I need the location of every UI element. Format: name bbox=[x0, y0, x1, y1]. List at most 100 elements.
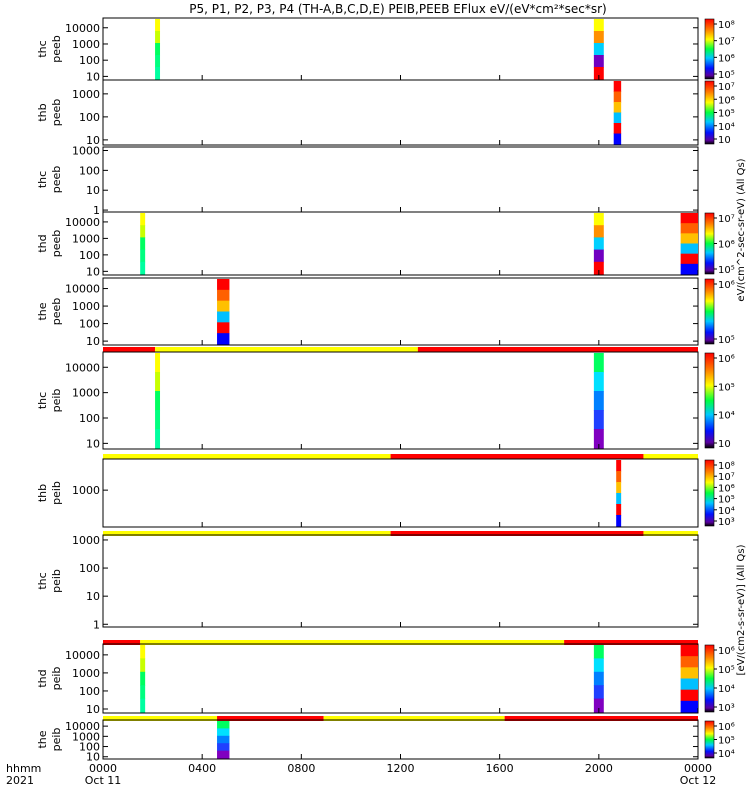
ytick-label: 1000 bbox=[72, 38, 100, 51]
colorbar-tick-label: 10⁶ bbox=[718, 354, 735, 365]
spectrogram-segment bbox=[681, 679, 698, 691]
panel-frame bbox=[103, 644, 698, 713]
spectrogram-segment bbox=[140, 685, 145, 699]
panel-product-label: peeb bbox=[50, 166, 63, 194]
spectrogram-segment bbox=[217, 736, 229, 744]
status-bar-segment bbox=[155, 347, 418, 352]
spectrogram-segment bbox=[140, 672, 145, 686]
ytick-label: 10 bbox=[86, 590, 100, 603]
spectrogram-segment bbox=[681, 667, 698, 679]
ytick-label: 10000 bbox=[65, 649, 100, 662]
panel-thd-peeb: 10 100 1000 10000 thd peeb 10⁵ 10⁶ 10⁷ bbox=[36, 212, 735, 278]
spectrogram-segment bbox=[155, 429, 160, 449]
colorbar bbox=[705, 279, 714, 344]
spectrogram-segment bbox=[594, 19, 604, 32]
colorbar-tick-label: 10⁴ bbox=[718, 411, 735, 422]
spectrogram-segment bbox=[594, 645, 604, 659]
colorbar-tick-label: 10⁷ bbox=[718, 82, 735, 93]
xtick-label: 1600 bbox=[486, 762, 514, 775]
panel-product-label: peib bbox=[50, 569, 63, 593]
panel-frame bbox=[103, 147, 698, 212]
ytick-label: 100 bbox=[79, 111, 100, 124]
colorbar-tick-label: 10³ bbox=[718, 517, 735, 528]
xtick-date-label: Oct 12 bbox=[680, 774, 717, 787]
spectrogram-segment bbox=[155, 67, 160, 80]
spectrogram-segment bbox=[155, 410, 160, 430]
xtick-label: 2000 bbox=[585, 762, 613, 775]
colorbar-tick-label: 10⁶ bbox=[718, 483, 735, 494]
spectrogram-segment bbox=[594, 250, 604, 263]
colorbar bbox=[705, 460, 714, 526]
panel-probe-label: thc bbox=[36, 171, 49, 188]
panel-frame bbox=[103, 278, 698, 345]
spectrogram-segment bbox=[217, 751, 229, 759]
panel-frame bbox=[103, 459, 698, 527]
panel-product-label: peib bbox=[50, 481, 63, 505]
spectrogram-segment bbox=[155, 55, 160, 68]
panel-stack: 10100100010000thc peeb10⁵10⁶10⁷10⁸1010010… bbox=[36, 18, 735, 764]
spectrogram-segment bbox=[217, 322, 229, 333]
spectrogram-segment bbox=[594, 43, 604, 56]
colorbar-tick-label: 10⁴ bbox=[718, 684, 735, 695]
spectrogram-segment bbox=[616, 504, 621, 516]
colorbar-tick-label: 10⁶ bbox=[718, 95, 735, 106]
spectrogram-segment bbox=[140, 262, 145, 275]
status-bar-segment bbox=[103, 347, 155, 352]
panel-probe-label: thb bbox=[36, 484, 49, 502]
spectrogram-segment bbox=[217, 290, 229, 301]
ytick-label: 100 bbox=[79, 685, 100, 698]
spectrogram-segment bbox=[594, 225, 604, 238]
panel-frame bbox=[103, 720, 698, 759]
ytick-label: 1000 bbox=[72, 232, 100, 245]
ytick-label: 10 bbox=[86, 265, 100, 278]
spectrogram-segment bbox=[594, 672, 604, 686]
ytick-label: 100 bbox=[79, 412, 100, 425]
colorbar-tick-label: 10⁴ bbox=[718, 122, 735, 133]
colorbar bbox=[705, 645, 714, 712]
spectrogram-segment bbox=[616, 493, 621, 505]
spectrogram-segment bbox=[217, 743, 229, 751]
colorbar-tick-label: 10⁷ bbox=[718, 37, 735, 48]
panel-thb-peeb: 10 100 1000 thb peeb 10⁳ 10⁴ 10⁵ 10⁶ 10⁷ bbox=[36, 80, 735, 147]
panel-frame bbox=[103, 18, 698, 80]
colorbar-tick-label: 10⁸ bbox=[718, 20, 735, 31]
spectrogram-segment bbox=[594, 391, 604, 411]
panel-thc-peib-2: 1 10 100 1000 thc peib bbox=[36, 534, 698, 645]
spectrogram-segment bbox=[681, 701, 698, 713]
colorbar-tick-label: 10⁶ bbox=[718, 722, 735, 733]
spectrogram-segment bbox=[155, 372, 160, 392]
colorbar-tick-label: 10⁸ bbox=[718, 461, 735, 472]
panel-product-label: peeb bbox=[50, 298, 63, 326]
colorbar-tick-label: 10⁴ bbox=[718, 749, 735, 760]
spectrogram-segment bbox=[614, 123, 621, 134]
panel-thc-peeb: 1 10 100 1000 thc peeb bbox=[36, 144, 698, 217]
figure-title: P5, P1, P2, P3, P4 (TH-A,B,C,D,E) PEIB,P… bbox=[189, 2, 606, 16]
spectrogram-segment bbox=[217, 728, 229, 736]
panel-probe-label: the bbox=[36, 730, 49, 748]
spectrogram-segment bbox=[681, 690, 698, 702]
colorbar-unit-peib: [eV/(cm2-s-sr-eV)] (All Qs) bbox=[736, 544, 747, 675]
spectrogram-segment bbox=[614, 92, 621, 103]
spectrogram-segment bbox=[681, 233, 698, 244]
spectrogram-segment bbox=[594, 372, 604, 392]
ytick-label: 10 bbox=[86, 437, 100, 450]
xtick-date-label: Oct 11 bbox=[85, 774, 122, 787]
colorbar-unit-peeb: eV/(cm^2-sec-sr-eV) (All Qs) bbox=[736, 158, 747, 301]
status-bar-segment bbox=[103, 454, 391, 459]
panel-frame bbox=[103, 212, 698, 275]
ytick-label: 10000 bbox=[65, 720, 100, 733]
spectrogram-segment bbox=[140, 699, 145, 713]
panel-probe-label: thc bbox=[36, 40, 49, 57]
status-bar-segment bbox=[643, 454, 698, 459]
spectrogram-segment bbox=[140, 645, 145, 659]
spectrogram-segment bbox=[616, 471, 621, 483]
xtick-label: 1200 bbox=[387, 762, 415, 775]
panel-probe-label: thd bbox=[36, 234, 49, 252]
ytick-label: 10000 bbox=[65, 22, 100, 35]
spectrogram-segment bbox=[594, 55, 604, 68]
colorbar-tick-label: 10⁵ bbox=[718, 70, 735, 81]
spectrogram-segment bbox=[217, 301, 229, 312]
panel-thd-peib: 10 100 1000 10000 thd peib 10³ 10⁴ 10⁵ 10⁶ bbox=[36, 644, 735, 721]
spectrogram-segment bbox=[594, 685, 604, 699]
